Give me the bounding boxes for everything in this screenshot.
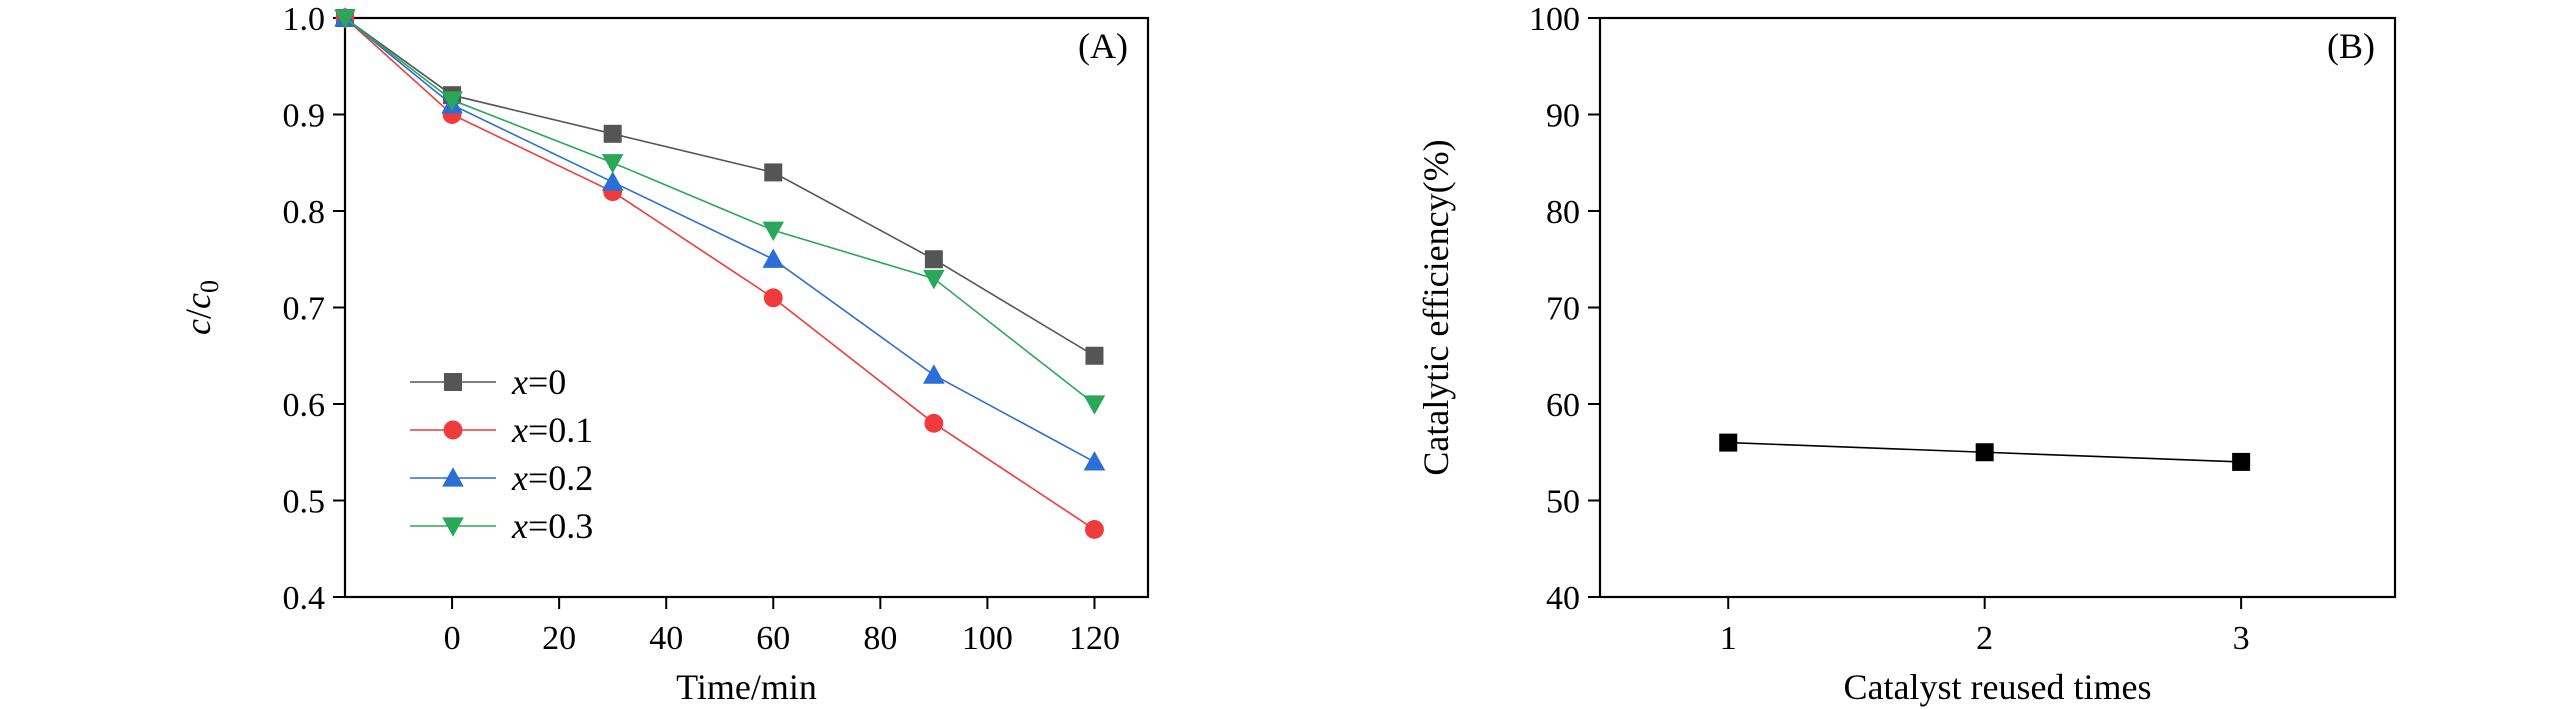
panel-label: (B) — [2327, 26, 2375, 66]
legend-label: x=0.2 — [511, 458, 593, 498]
data-point — [1085, 346, 1104, 365]
legend-marker — [442, 467, 464, 487]
y-tick-label: 100 — [1529, 1, 1580, 38]
y-tick-label: 0.6 — [283, 387, 326, 424]
legend-label-var: x — [511, 458, 528, 498]
series-0 — [1719, 433, 2251, 471]
chart-panel-b: 1 2 3 40 50 60 70 80 90 100 Catalyst reused times C… — [1416, 1, 2397, 707]
panel-label: (A) — [1078, 26, 1128, 66]
x-tick-label: 60 — [756, 620, 790, 657]
y-tick-label: 1.0 — [283, 1, 326, 38]
x-tick-label: 20 — [542, 620, 576, 657]
legend-label: x=0.1 — [511, 410, 593, 450]
series-line — [344, 17, 1095, 531]
data-point — [1719, 433, 1738, 452]
y-tick-label: 0.7 — [283, 291, 326, 328]
y-tick-label: 80 — [1546, 194, 1580, 231]
y-axis-label-var: c — [178, 293, 218, 309]
y-tick-label: 0.5 — [283, 484, 326, 521]
legend-label-var: x — [511, 410, 528, 450]
y-axis-label: c/c0 — [178, 280, 224, 335]
chart-panel-a: 0 20 40 60 80 100 120 0.4 0.5 0.6 0.7 0.8 0.9 1.0 Time… — [178, 1, 1150, 707]
legend-label: x=0.3 — [511, 506, 593, 546]
x-axis-label: Time/min — [676, 667, 817, 707]
data-point — [1975, 443, 1994, 462]
data-point — [601, 171, 624, 191]
y-tick-label: 0.4 — [283, 580, 326, 617]
legend-marker — [443, 420, 463, 440]
x-tick-label: 3 — [2233, 620, 2250, 657]
x-tick-label: 80 — [863, 620, 897, 657]
legend-label-value: =0.1 — [528, 410, 593, 450]
y-axis-label: Catalytic efficiency(%) — [1416, 139, 1456, 475]
data-point — [1083, 395, 1106, 415]
series-line — [344, 17, 1095, 357]
legend-label-var: x — [511, 506, 528, 546]
data-point — [923, 269, 945, 290]
y-tick-label: 60 — [1546, 387, 1580, 424]
data-point — [1083, 451, 1106, 471]
series-line — [344, 17, 1095, 463]
x-tick-label: 100 — [962, 620, 1013, 657]
y-tick-label: 0.9 — [283, 98, 326, 135]
data-point — [763, 288, 783, 308]
y-axis-label-subscript: 0 — [195, 280, 224, 293]
y-tick-label: 40 — [1546, 580, 1580, 617]
data-point — [603, 124, 622, 143]
legend: x=0x=0.1x=0.2x=0.3 — [410, 362, 593, 546]
x-tick-label: 40 — [649, 620, 683, 657]
data-point — [762, 221, 785, 242]
y-tick-label: 70 — [1546, 291, 1580, 328]
series-line — [344, 17, 1095, 405]
data-point — [334, 9, 356, 29]
y-axis-label-slash: / — [178, 309, 218, 319]
legend-label: x=0 — [511, 362, 566, 402]
x-tick-label: 2 — [1976, 620, 1993, 657]
series-0 — [336, 9, 1104, 365]
y-tick-label: 50 — [1546, 484, 1580, 521]
data-point — [924, 250, 943, 269]
legend-label-value: =0.2 — [528, 458, 593, 498]
legend-marker — [444, 373, 462, 391]
data-point — [1085, 520, 1104, 539]
x-tick-label: 1 — [1720, 620, 1737, 657]
x-tick-label: 120 — [1069, 620, 1120, 657]
x-tick-label: 0 — [444, 620, 461, 657]
legend-label-value: =0 — [528, 362, 566, 402]
legend-label-value: =0.3 — [528, 506, 593, 546]
plot-frame — [1598, 16, 2397, 599]
legend-label-var: x — [511, 362, 528, 402]
data-point — [924, 413, 944, 433]
series-3 — [334, 9, 1106, 415]
x-axis-label: Catalyst reused times — [1844, 667, 2152, 707]
data-point — [923, 364, 945, 384]
data-point — [2232, 452, 2251, 471]
series-2 — [334, 7, 1106, 471]
data-point — [441, 91, 463, 111]
data-point — [762, 248, 785, 268]
data-point — [601, 154, 624, 174]
data-point — [764, 163, 783, 182]
y-tick-label: 0.8 — [283, 194, 326, 231]
y-tick-label: 90 — [1546, 98, 1580, 135]
legend-marker — [442, 517, 464, 537]
y-axis-label-var: c — [178, 319, 218, 335]
